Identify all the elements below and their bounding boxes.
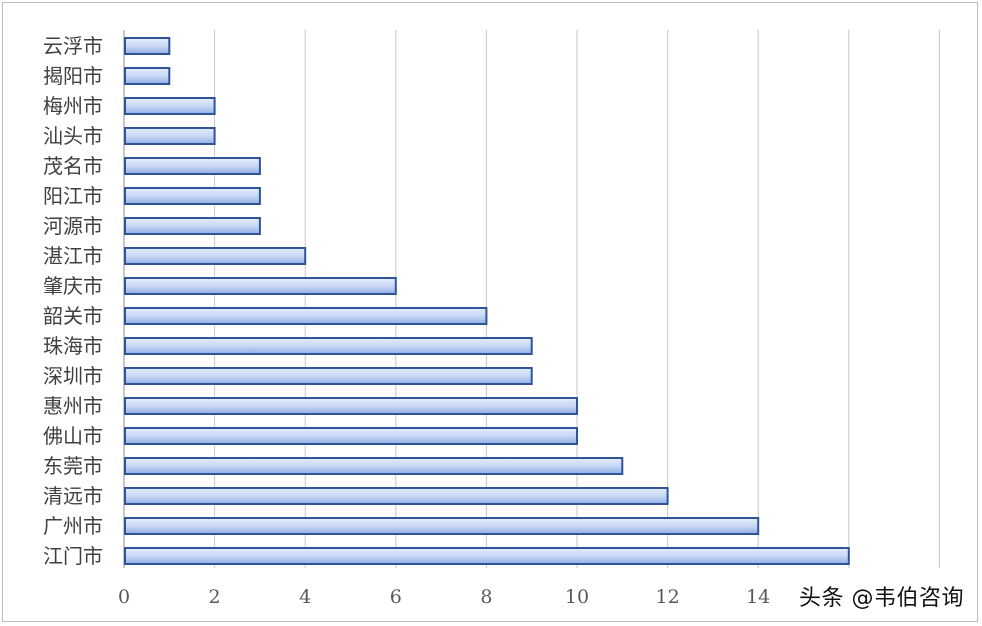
bar [124, 37, 171, 55]
category-label: 茂名市 [43, 154, 103, 178]
watermark: 头条 @韦伯咨询 [799, 586, 964, 611]
bar [124, 187, 261, 205]
bar [124, 97, 216, 115]
bar [124, 547, 850, 565]
x-tick-label: 10 [565, 586, 589, 608]
x-tick-label: 2 [209, 586, 221, 608]
category-label: 佛山市 [43, 424, 103, 448]
category-label: 清远市 [43, 484, 103, 508]
bar [124, 247, 307, 265]
category-label: 深圳市 [43, 364, 103, 388]
category-label: 云浮市 [43, 34, 103, 58]
category-label: 河源市 [43, 214, 103, 238]
x-tick-label: 12 [656, 586, 680, 608]
category-label: 珠海市 [43, 334, 103, 358]
gridlines [123, 30, 940, 568]
bar [124, 427, 578, 445]
category-labels: 云浮市揭阳市梅州市汕头市茂名市阳江市河源市湛江市肇庆市韶关市珠海市深圳市惠州市佛… [43, 34, 103, 568]
bar [124, 517, 760, 535]
bar [124, 67, 171, 85]
category-label: 广州市 [43, 514, 103, 538]
bar [124, 457, 624, 475]
category-label: 韶关市 [43, 304, 103, 328]
category-label: 梅州市 [43, 94, 103, 118]
x-tick-labels: 0 2 4 6 8 10 12 14 [118, 586, 770, 608]
x-tick-label: 8 [480, 586, 492, 608]
bar [124, 157, 261, 175]
category-label: 惠州市 [43, 394, 103, 418]
category-label: 汕头市 [43, 124, 103, 148]
bar [124, 307, 488, 325]
category-label: 揭阳市 [43, 64, 103, 88]
bar [124, 337, 533, 355]
x-tick-label: 4 [299, 586, 311, 608]
category-label: 东莞市 [43, 454, 103, 478]
x-tick-label: 14 [746, 586, 770, 608]
bar [124, 217, 261, 235]
bar [124, 367, 533, 385]
category-label: 肇庆市 [43, 274, 103, 298]
bar [124, 127, 216, 145]
category-label: 阳江市 [43, 184, 103, 208]
category-label: 湛江市 [43, 244, 103, 268]
category-label: 江门市 [43, 544, 103, 568]
bars [124, 37, 850, 565]
x-tick-label: 0 [118, 586, 130, 608]
bar [124, 277, 397, 295]
bar [124, 397, 578, 415]
x-tick-label: 6 [390, 586, 402, 608]
bar [124, 487, 669, 505]
